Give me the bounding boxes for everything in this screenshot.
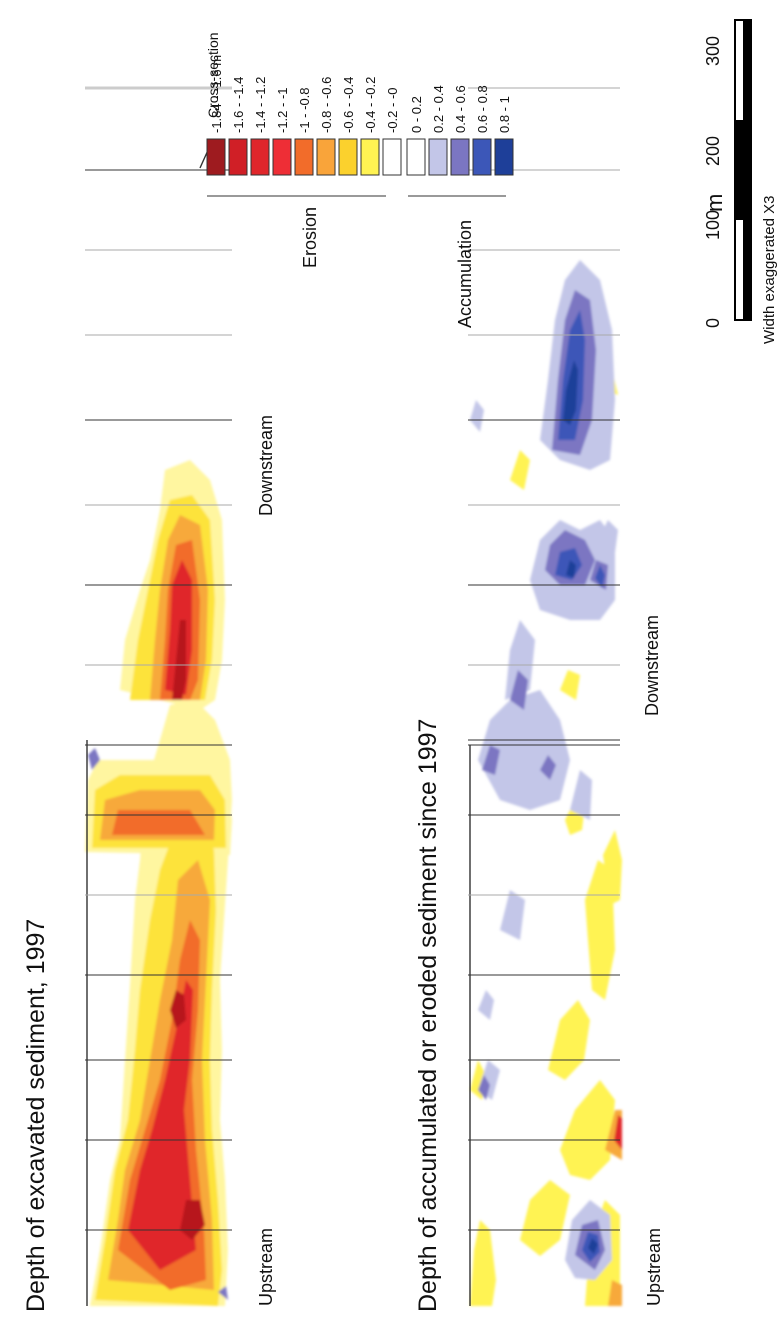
legend-swatch [382, 138, 402, 176]
legend-swatch-label: 0.2 - 0.4 [431, 85, 446, 133]
scale-bar: 0 100 200 300 m Width exaggerated X3 [702, 19, 778, 344]
scale-tick-200: 200 [703, 136, 723, 166]
erosion-label: Erosion [300, 207, 320, 268]
change-map [470, 260, 622, 1306]
scale-unit: m [702, 194, 727, 212]
legend-swatch [428, 138, 448, 176]
panel2-title: Depth of accumulated or eroded sediment … [414, 719, 442, 1312]
legend-swatch-label: -1.4 - -1.2 [253, 77, 268, 133]
excavation-map [85, 460, 232, 1306]
legend-swatch [272, 138, 292, 176]
legend-swatch [250, 138, 270, 176]
legend-swatch [360, 138, 380, 176]
legend-swatch-label: -0.2 - -0 [385, 87, 400, 133]
scale-note: Width exaggerated X3 [761, 196, 778, 344]
panel1-title: Depth of excavated sediment, 1997 [22, 919, 50, 1312]
legend-swatch-label: -0.8 - -0.6 [319, 77, 334, 133]
cross-section-label: Cross-section [205, 32, 221, 118]
legend-swatch-label: 0 - 0.2 [409, 96, 424, 133]
legend-swatch-label: -1.6 - -1.4 [231, 77, 246, 133]
scale-tick-0: 0 [703, 318, 723, 328]
legend-swatch-label: -0.6 - -0.4 [341, 77, 356, 133]
legend: Cross-section -1.84 - -1.6 m -1.6 - -1.4-… [199, 32, 514, 328]
legend-swatch-label: 0.6 - 0.8 [475, 85, 490, 133]
legend-swatch [294, 138, 314, 176]
panel-change-since-1997 [468, 87, 622, 1306]
legend-swatch-label: -1.84 - -1.6 m [209, 55, 224, 133]
scale-tick-300: 300 [703, 36, 723, 66]
legend-swatch [406, 138, 426, 176]
cross-section-lines [85, 86, 232, 1231]
legend-swatch [316, 138, 336, 176]
legend-swatch-label: 0.8 - 1 [497, 96, 512, 133]
legend-swatch [472, 138, 492, 176]
legend-swatch [494, 138, 514, 176]
legend-swatch-label: -1.2 - -1 [275, 87, 290, 133]
upstream-label-2: Upstream [644, 1228, 664, 1306]
legend-swatch [206, 138, 226, 176]
panel-excavated-1997 [85, 86, 232, 1306]
legend-swatch [228, 138, 248, 176]
legend-swatch [338, 138, 358, 176]
accumulation-label: Accumulation [455, 220, 475, 328]
downstream-label-1: Downstream [256, 415, 276, 516]
cross-section-lines [468, 87, 620, 1231]
legend-swatches: -1.84 - -1.6 m -1.6 - -1.4 -1.4 - -1.2 -1.2… [206, 55, 514, 176]
scale-tick-100: 100 [703, 210, 723, 240]
legend-swatch-label: -0.4 - -0.2 [363, 77, 378, 133]
downstream-label-2: Downstream [642, 615, 662, 716]
legend-swatch-label: 0.4 - 0.6 [453, 85, 468, 133]
legend-swatch [450, 138, 470, 176]
upstream-label-1: Upstream [256, 1228, 276, 1306]
legend-swatch-label: -1 - -0.8 [297, 87, 312, 133]
